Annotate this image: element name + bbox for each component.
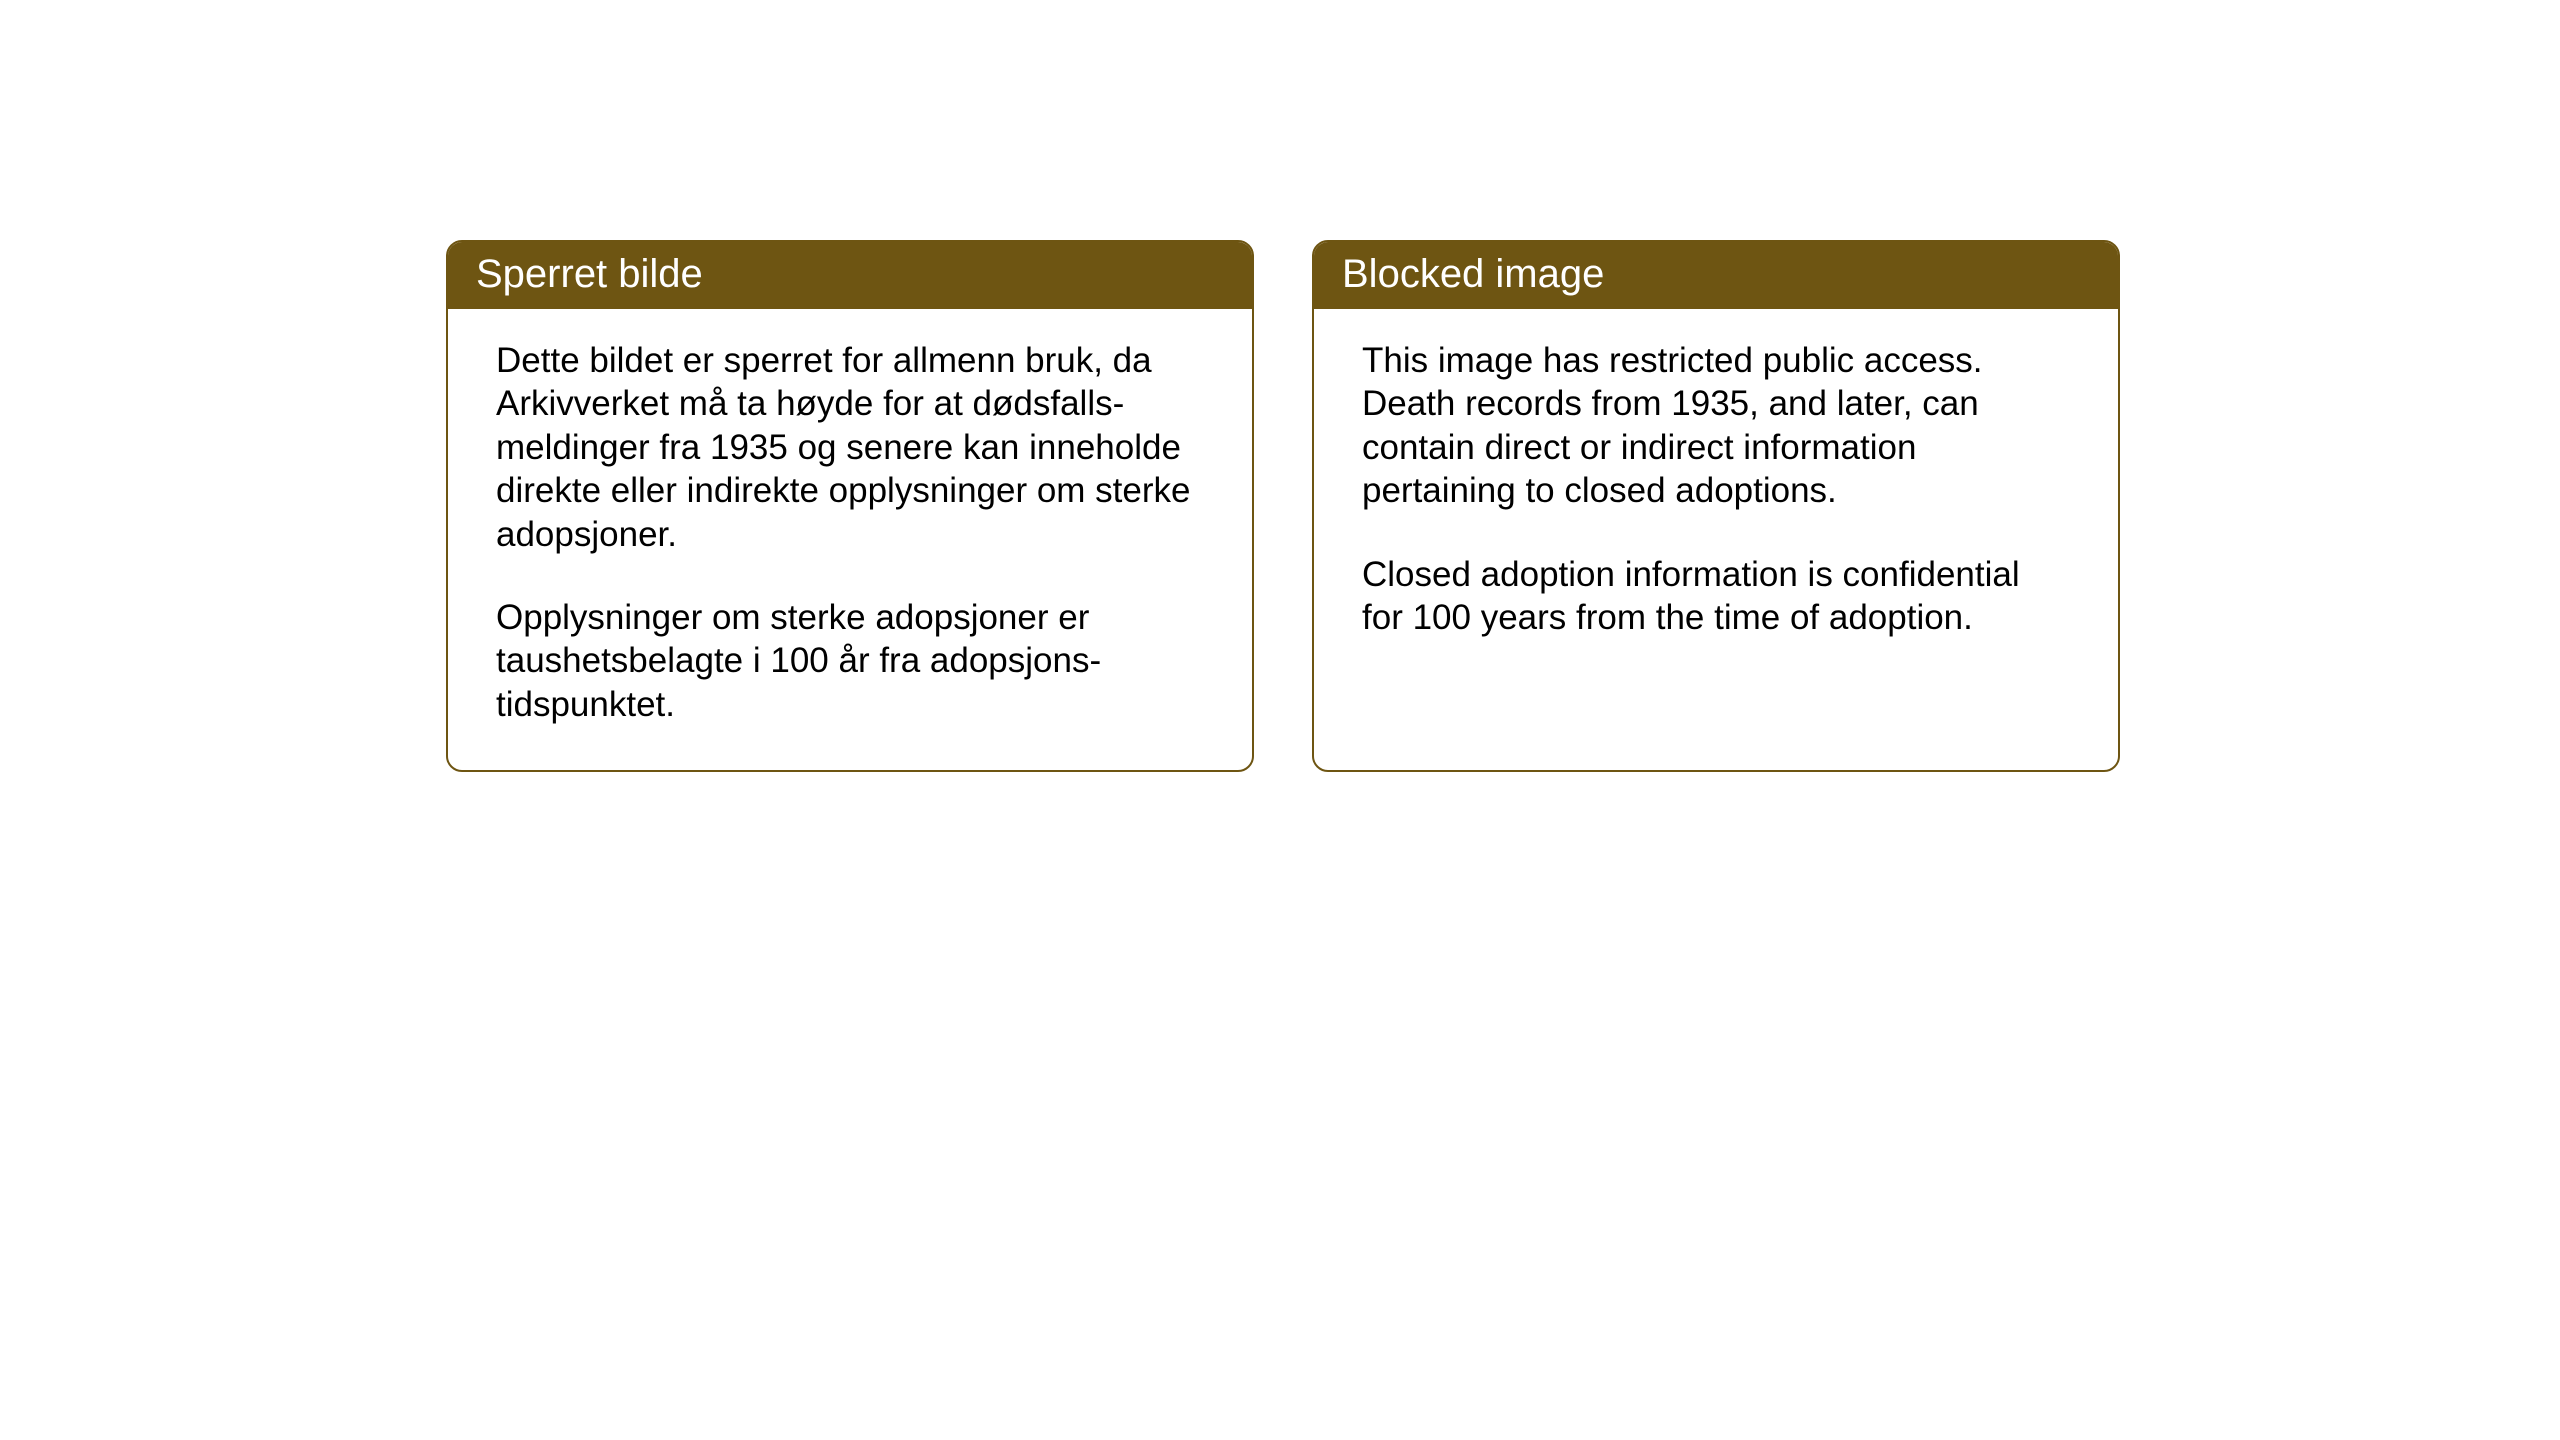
card-norwegian-title: Sperret bilde [476, 252, 703, 296]
card-norwegian: Sperret bilde Dette bildet er sperret fo… [446, 240, 1254, 772]
card-english-title: Blocked image [1342, 252, 1604, 296]
card-norwegian-header: Sperret bilde [448, 242, 1252, 309]
cards-container: Sperret bilde Dette bildet er sperret fo… [446, 240, 2120, 772]
card-norwegian-paragraph1: Dette bildet er sperret for allmenn bruk… [496, 339, 1204, 556]
card-english: Blocked image This image has restricted … [1312, 240, 2120, 772]
card-english-header: Blocked image [1314, 242, 2118, 309]
card-english-paragraph2: Closed adoption information is confident… [1362, 553, 2070, 640]
card-norwegian-body: Dette bildet er sperret for allmenn bruk… [448, 309, 1252, 770]
card-norwegian-paragraph2: Opplysninger om sterke adopsjoner er tau… [496, 596, 1204, 726]
card-english-paragraph1: This image has restricted public access.… [1362, 339, 2070, 513]
card-english-body: This image has restricted public access.… [1314, 309, 2118, 709]
